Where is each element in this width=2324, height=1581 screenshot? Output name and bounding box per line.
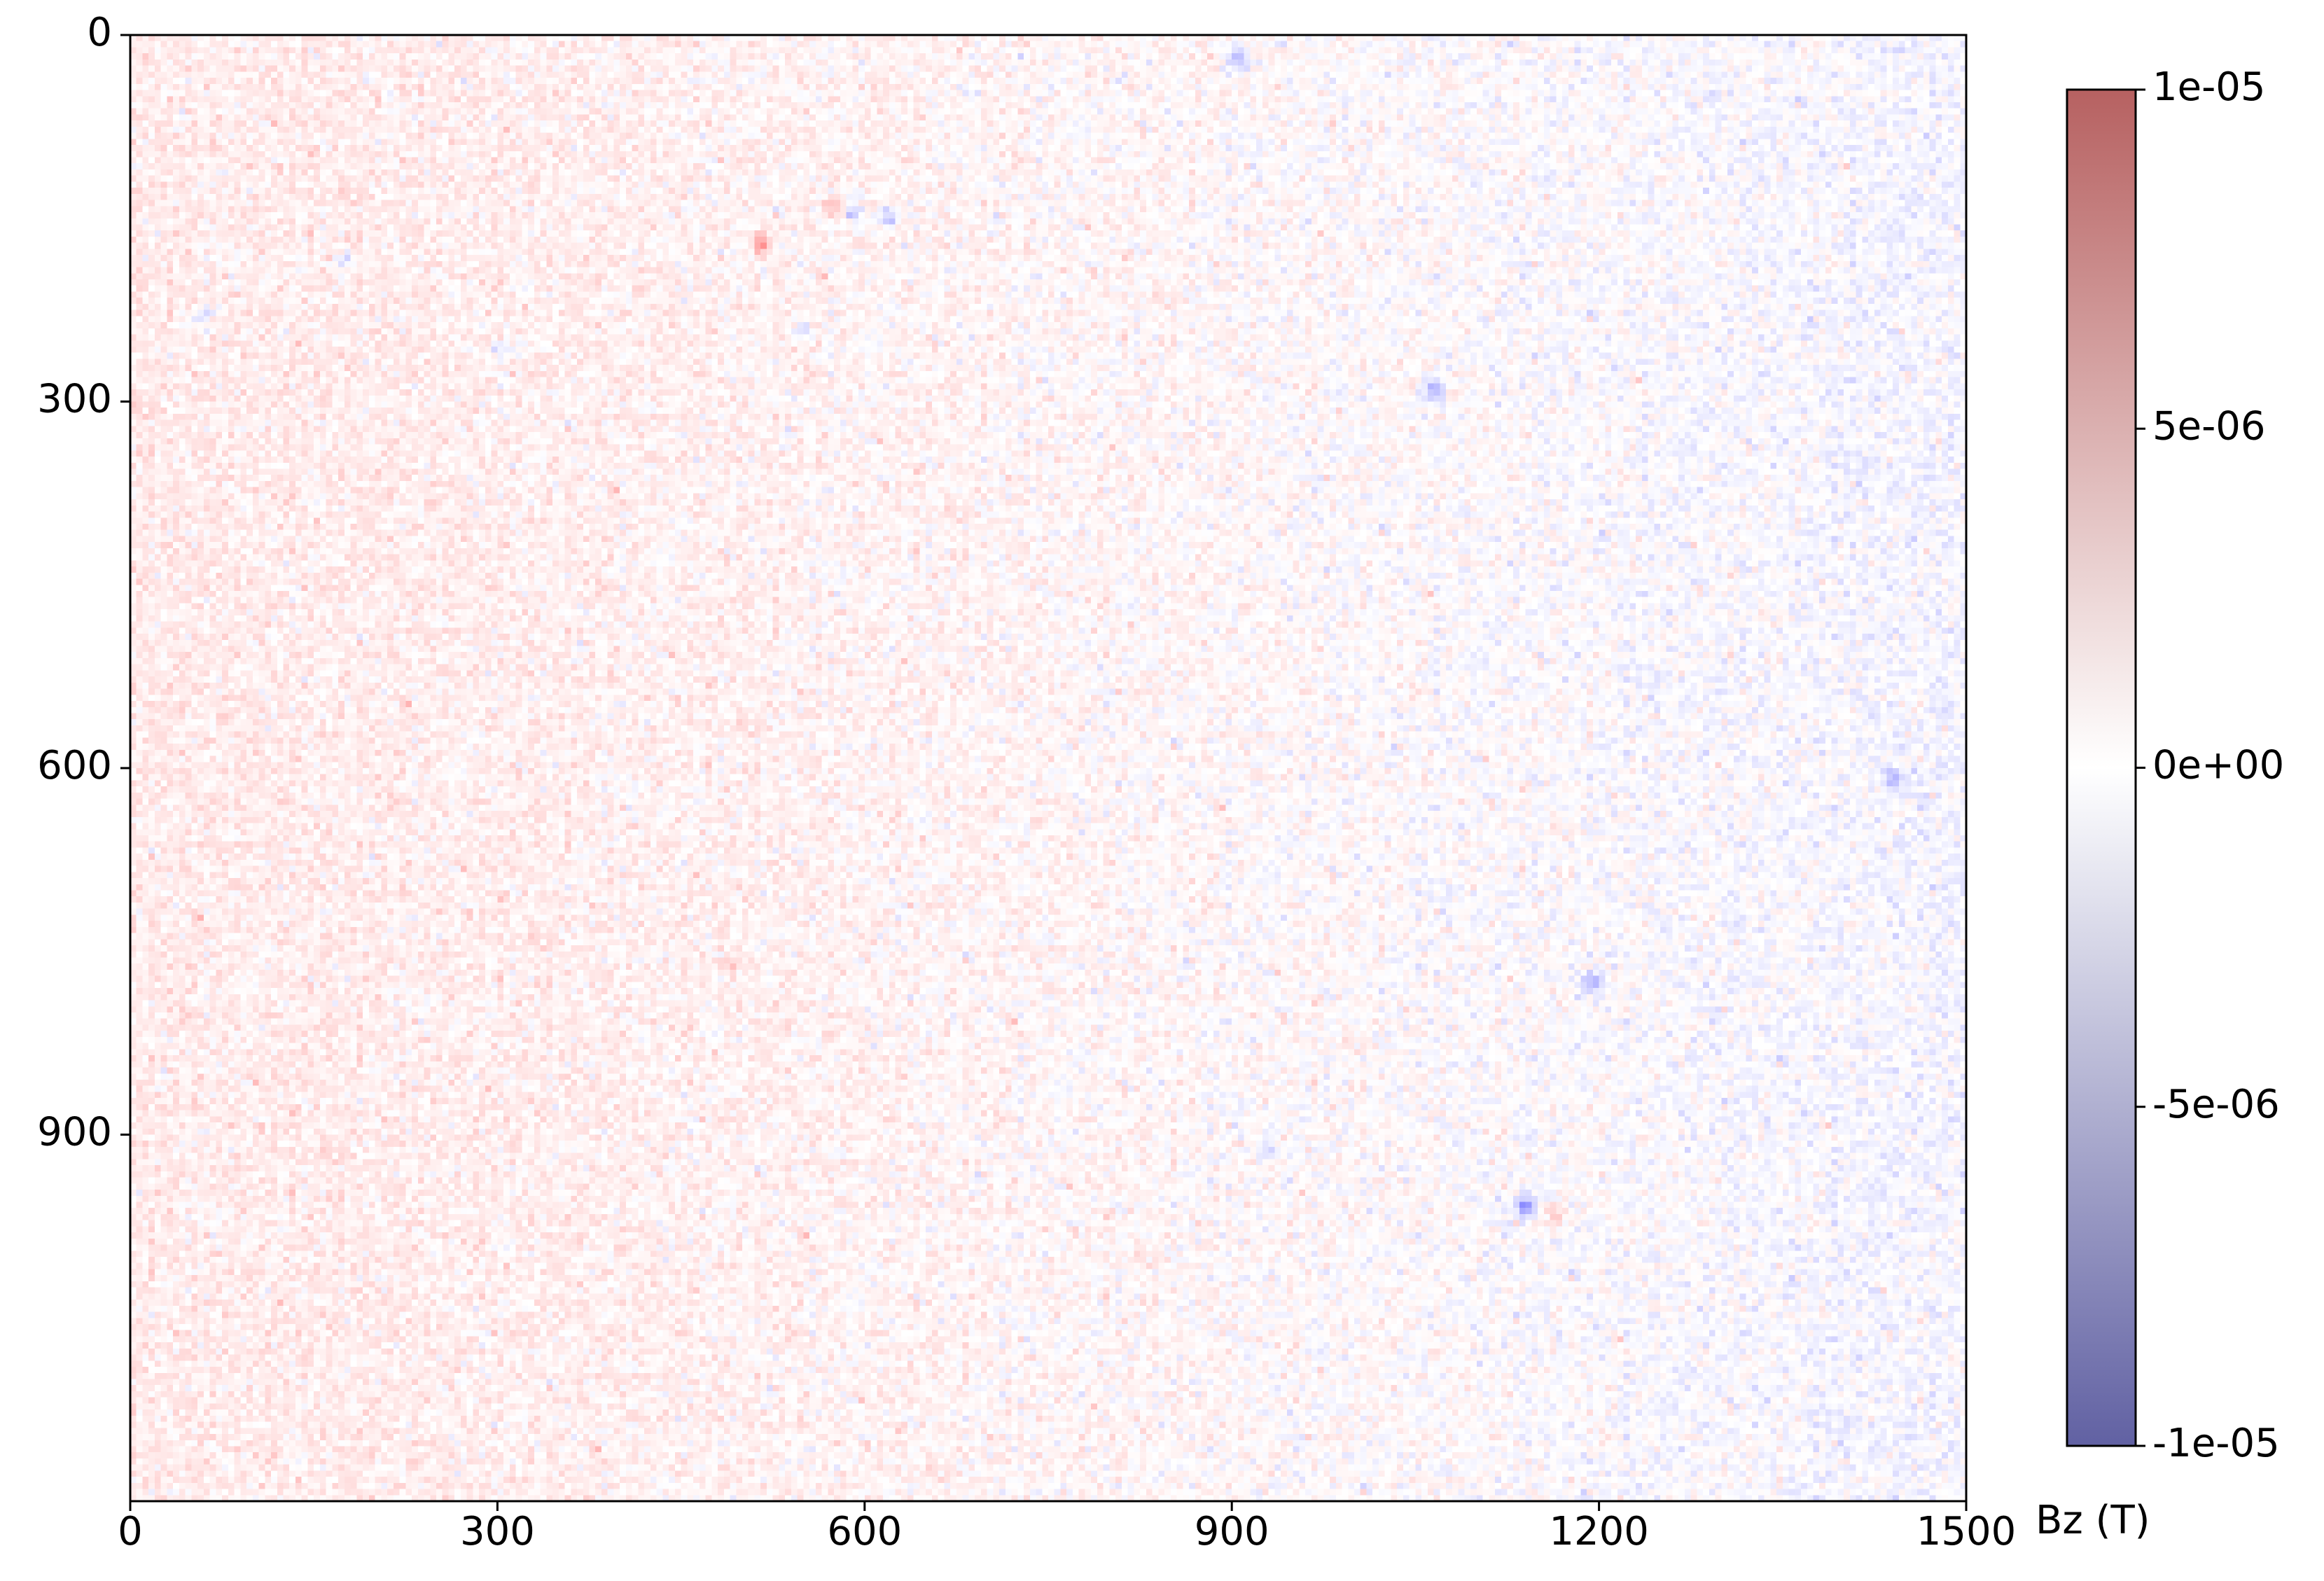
y-tick-label: 300: [37, 377, 112, 422]
colorbar-tick-label: -5e-06: [2152, 1082, 2280, 1127]
x-axis: 0 300 600 900 1200 1500: [118, 1501, 2016, 1554]
y-tick-label: 600: [37, 743, 112, 788]
colorbar-tick-label: 0e+00: [2152, 743, 2284, 788]
colorbar-label: Bz (T): [2036, 1498, 2150, 1543]
heatmap-plot-area: [129, 34, 1968, 1503]
x-tick-label: 1500: [1916, 1509, 2017, 1554]
heatmap-raster: [130, 35, 1966, 1501]
x-tick-label: 0: [118, 1509, 143, 1554]
x-tick-label: 900: [1195, 1509, 1269, 1554]
colorbar-gradient: [2067, 90, 2136, 1446]
colorbar-ticks: 1e-05 5e-06 0e+00 -5e-06 -1e-05: [2136, 64, 2284, 1466]
colorbar: 1e-05 5e-06 0e+00 -5e-06 -1e-05 Bz (T): [2036, 64, 2284, 1543]
y-axis: 0 300 600 900: [37, 10, 130, 1155]
x-tick-label: 300: [460, 1509, 535, 1554]
colorbar-tick-label: 5e-06: [2152, 403, 2266, 449]
y-tick-label: 900: [37, 1110, 112, 1155]
colorbar-tick-label: -1e-05: [2152, 1421, 2280, 1466]
colorbar-tick-label: 1e-05: [2152, 64, 2266, 110]
y-tick-label: 0: [87, 10, 112, 55]
x-tick-label: 1200: [1549, 1509, 1649, 1554]
x-tick-label: 600: [827, 1509, 902, 1554]
